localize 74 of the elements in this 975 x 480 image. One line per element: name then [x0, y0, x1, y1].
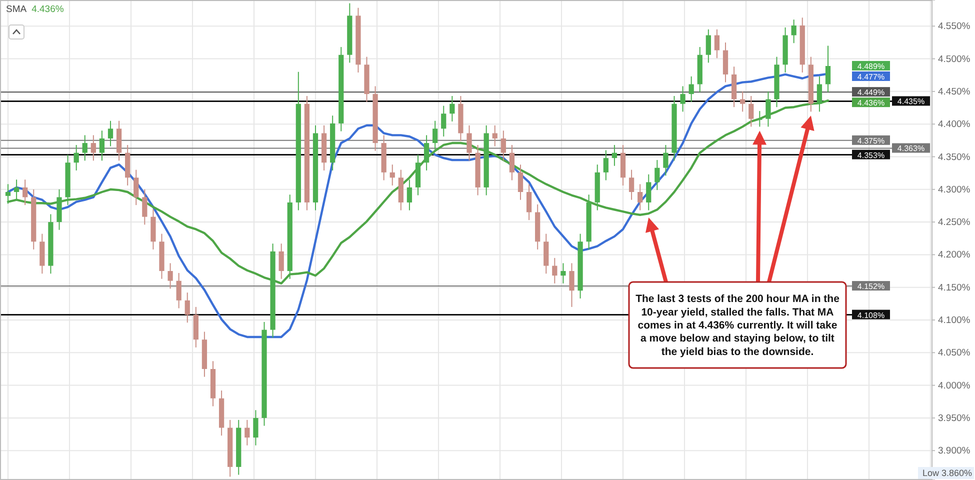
y-tick-label: 4.450%	[938, 86, 971, 98]
ref-line-label: 4.449%	[857, 88, 885, 98]
candlestick	[82, 134, 88, 162]
candlestick	[663, 144, 668, 176]
candlestick	[22, 179, 28, 206]
candlestick	[791, 19, 796, 44]
candlestick	[278, 243, 284, 280]
candlestick	[757, 110, 762, 128]
candlestick	[569, 262, 574, 308]
candlestick	[244, 419, 250, 446]
candlestick	[612, 144, 618, 166]
y-tick-label: 4.200%	[938, 250, 971, 261]
text: 4.489%	[857, 62, 885, 71]
y-tick-label: 4.300%	[938, 184, 971, 196]
candlestick	[518, 164, 524, 200]
candlestick	[560, 262, 566, 284]
y-tick-label: 4.550%	[938, 21, 971, 32]
candlestick	[526, 184, 532, 221]
candlestick	[680, 86, 686, 112]
candlestick	[390, 164, 395, 186]
annotation: SMA	[6, 4, 28, 15]
y-tick-label: 4.150%	[938, 282, 971, 294]
candlestick	[74, 144, 79, 171]
candlestick	[176, 272, 182, 309]
candlestick	[168, 262, 173, 290]
candlestick	[646, 174, 652, 211]
text: 4.436%	[857, 98, 885, 108]
y-tick-label: 3.950%	[938, 413, 971, 424]
candlestick	[441, 105, 446, 137]
annotation: 4.436%	[32, 4, 64, 15]
candlestick	[825, 45, 831, 93]
ref-line-label: 4.435%	[897, 97, 925, 106]
y-tick-label: 4.050%	[938, 348, 971, 359]
candlestick	[253, 410, 258, 446]
y-tick-label: 4.100%	[938, 315, 971, 326]
candlestick	[14, 179, 20, 200]
ref-line-label: 4.375%	[857, 136, 885, 146]
candlestick	[638, 184, 643, 211]
candlestick	[90, 134, 96, 162]
text: Low 3.860%	[922, 468, 972, 478]
candlestick	[424, 134, 430, 171]
candlestick	[748, 96, 754, 128]
candlestick	[500, 130, 506, 162]
candlestick	[706, 28, 711, 64]
annotation: The last 3 tests of the 200 hour MA in the 10-year yield, stalled the falls. That MA comes in at 4.436% currently. It will take a move below and staying below, to tilt the yield bias to the downside.	[636, 293, 840, 358]
y-tick-label: 4.250%	[938, 217, 971, 228]
candlestick	[492, 124, 498, 147]
candlestick	[108, 120, 114, 147]
text: 4.477%	[857, 72, 885, 82]
y-tick-label: 4.400%	[938, 119, 971, 130]
candlestick	[628, 169, 634, 200]
candlestick	[450, 96, 455, 122]
candlestick	[714, 28, 720, 59]
candlestick	[406, 179, 412, 211]
candlestick	[688, 76, 694, 102]
y-tick-label: 4.350%	[938, 152, 971, 163]
candlestick	[654, 160, 660, 191]
candlestick	[184, 292, 190, 324]
candlestick	[142, 188, 148, 226]
candlestick	[99, 130, 105, 162]
candlestick	[466, 124, 472, 162]
y-tick-label: 3.900%	[938, 446, 971, 457]
candlestick	[432, 120, 438, 152]
y-tick-label: 4.000%	[938, 380, 971, 392]
ref-line-label: 4.152%	[857, 282, 885, 292]
candlestick	[509, 144, 515, 181]
ref-line-label: 4.353%	[857, 150, 885, 160]
candlestick	[740, 90, 746, 112]
ref-line-label: 4.363%	[897, 144, 925, 154]
y-tick-label: 4.500%	[938, 54, 971, 65]
candlestick	[134, 169, 139, 206]
candlestick	[552, 257, 558, 284]
ref-line-label: 4.108%	[857, 310, 885, 320]
candlestick	[603, 150, 608, 181]
